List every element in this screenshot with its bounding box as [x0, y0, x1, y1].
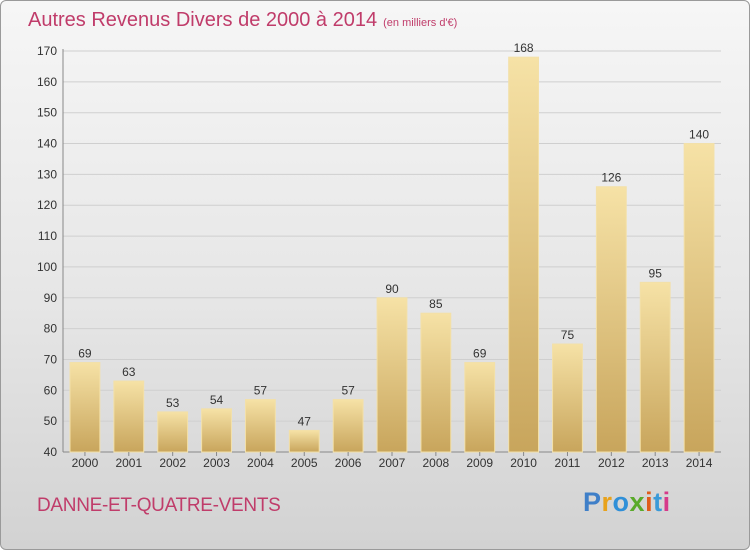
- logo-letter: o: [612, 487, 630, 517]
- logo-letter: t: [653, 487, 663, 517]
- y-tick-label: 170: [37, 44, 57, 58]
- y-tick-label: 160: [37, 75, 57, 89]
- proxiti-logo: Proxiti: [583, 487, 671, 518]
- data-label: 57: [254, 384, 268, 398]
- y-tick-label: 110: [38, 229, 57, 243]
- x-tick-label: 2007: [379, 456, 406, 470]
- data-label: 47: [298, 414, 312, 428]
- bar: [420, 312, 452, 453]
- y-tick-label: 80: [44, 322, 58, 336]
- y-tick-label: 130: [37, 167, 57, 181]
- data-label: 63: [122, 365, 136, 379]
- logo-letter: i: [645, 487, 654, 517]
- y-tick-label: 120: [37, 198, 57, 212]
- x-tick-label: 2011: [555, 456, 581, 470]
- x-tick-label: 2010: [510, 456, 537, 470]
- bar: [595, 186, 627, 453]
- bar: [552, 343, 583, 453]
- data-label: 90: [385, 282, 399, 296]
- bar: [69, 362, 101, 453]
- x-tick-label: 2013: [642, 456, 669, 470]
- data-label: 140: [689, 128, 709, 142]
- bar: [639, 281, 671, 453]
- logo-letter: i: [662, 487, 671, 517]
- data-label: 69: [78, 347, 92, 361]
- bar: [376, 297, 408, 453]
- y-tick-label: 150: [37, 106, 57, 120]
- data-label: 69: [473, 347, 487, 361]
- x-tick-label: 2002: [159, 456, 186, 470]
- data-label: 126: [601, 171, 621, 185]
- bar: [508, 56, 540, 453]
- x-tick-label: 2008: [423, 456, 450, 470]
- data-label: 54: [210, 393, 224, 407]
- bar: [683, 143, 715, 453]
- title-text: Autres Revenus Divers de 2000 à 2014: [28, 9, 378, 31]
- x-tick-label: 2006: [335, 456, 362, 470]
- x-tick-label: 2001: [115, 456, 142, 470]
- x-tick-label: 2012: [598, 456, 625, 470]
- bar: [201, 408, 232, 453]
- data-label: 95: [649, 266, 663, 280]
- logo-letter: x: [629, 487, 646, 517]
- x-tick-label: 2003: [203, 456, 230, 470]
- bar: [157, 411, 189, 453]
- data-label: 75: [561, 328, 575, 342]
- bar: [244, 399, 276, 453]
- y-tick-label: 70: [44, 352, 58, 366]
- y-tick-label: 50: [44, 414, 58, 428]
- y-tick-label: 40: [44, 445, 58, 459]
- title-unit: (en milliers d'€): [383, 17, 458, 29]
- data-label: 53: [166, 396, 180, 410]
- bar: [464, 362, 496, 453]
- bar: [288, 429, 320, 453]
- data-label: 85: [429, 297, 443, 311]
- x-tick-label: 2000: [72, 456, 99, 470]
- x-tick-label: 2004: [247, 456, 274, 470]
- bar: [332, 399, 364, 453]
- data-label: 57: [341, 384, 355, 398]
- x-tick-label: 2009: [466, 456, 493, 470]
- logo-letter: r: [601, 487, 613, 517]
- chart-title: Autres Revenus Divers de 2000 à 2014 (en …: [28, 9, 457, 32]
- location-label: DANNE-ET-QUATRE-VENTS: [37, 495, 281, 516]
- x-tick-label: 2005: [291, 456, 318, 470]
- y-tick-label: 100: [37, 260, 57, 274]
- x-tick-label: 2014: [686, 456, 713, 470]
- y-tick-label: 60: [44, 383, 58, 397]
- bar: [113, 380, 145, 453]
- logo-letter: P: [583, 487, 602, 517]
- y-tick-label: 90: [44, 291, 58, 305]
- y-tick-label: 140: [37, 137, 57, 151]
- data-label: 168: [514, 41, 534, 55]
